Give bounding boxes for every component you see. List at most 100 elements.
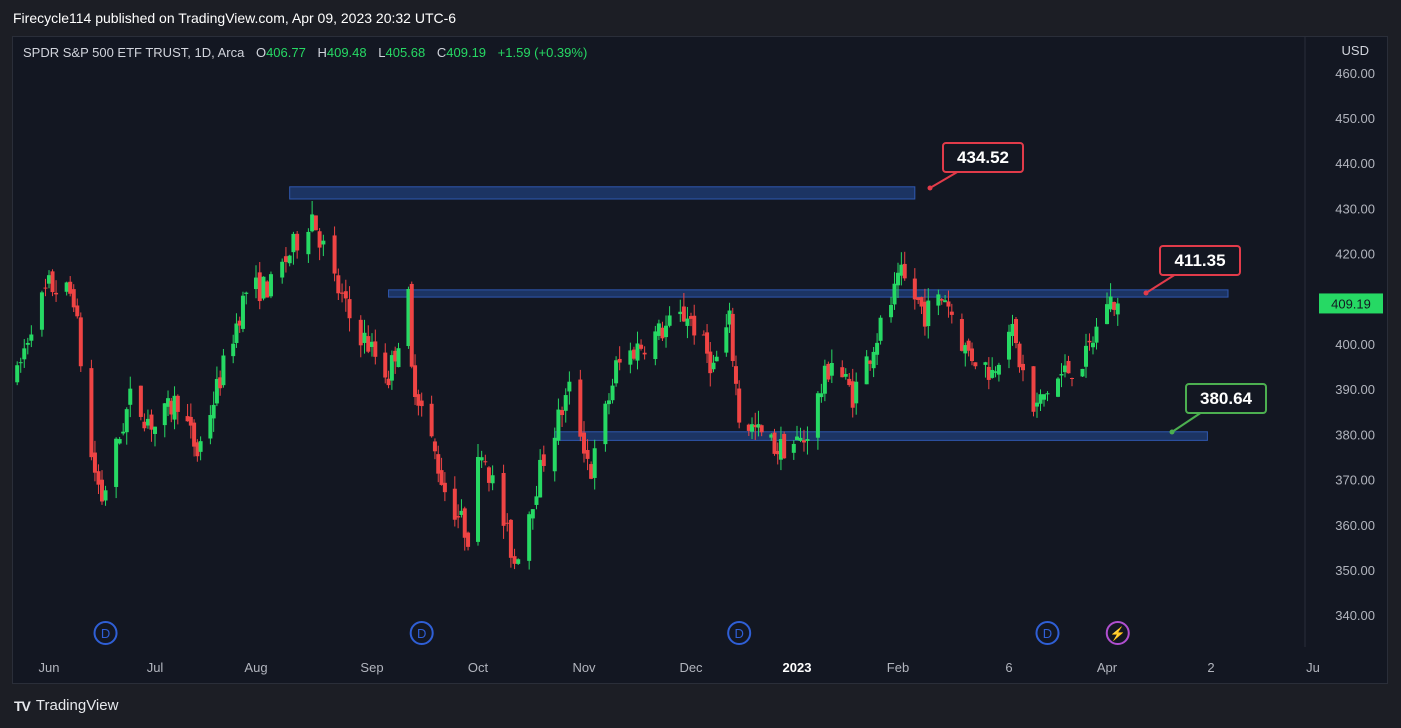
candle-body [313, 215, 318, 231]
candle-body [639, 344, 644, 349]
candle-body [257, 272, 262, 302]
y-tick-label: 390.00 [1335, 382, 1375, 397]
currency-label[interactable]: USD [1341, 43, 1369, 58]
candle-body [121, 431, 126, 434]
candle-body [801, 440, 806, 443]
candle-body [393, 350, 398, 362]
symbol-legend: SPDR S&P 500 ETF TRUST, 1D, Arca O406.77… [23, 45, 587, 60]
candle-body [149, 414, 154, 430]
candle-body [819, 393, 824, 398]
candle-body [406, 289, 411, 347]
candle-body [340, 292, 345, 294]
dividend-marker[interactable] [93, 621, 118, 645]
candle-body [1035, 402, 1039, 407]
chart-pane[interactable]: SPDR S&P 500 ETF TRUST, 1D, Arca O406.77… [12, 36, 1388, 684]
candle-body [1014, 319, 1018, 344]
y-tick-label: 350.00 [1335, 563, 1375, 578]
candle-body [692, 315, 697, 336]
candle-body [759, 425, 764, 433]
x-tick-label: 6 [1005, 660, 1012, 675]
candle-body [585, 450, 590, 459]
x-tick-label: Oct [468, 660, 489, 675]
earnings-marker-label: ⚡ [1110, 626, 1126, 642]
candle-body [321, 240, 326, 245]
candle-body [946, 301, 951, 307]
y-tick-label: 380.00 [1335, 427, 1375, 442]
candle-body [990, 369, 995, 378]
symbol-title[interactable]: SPDR S&P 500 ETF TRUST, 1D, Arca [23, 45, 245, 60]
candle-body [822, 365, 827, 394]
candle-body [724, 327, 729, 353]
candle-body [389, 355, 394, 381]
candle-body [603, 403, 608, 445]
candle-body [563, 395, 568, 411]
candle-body [534, 496, 539, 505]
candle-body [1056, 378, 1060, 397]
candle-body [416, 394, 421, 406]
candle-body [685, 318, 690, 326]
low-label: L [378, 45, 386, 60]
candle-body [1059, 374, 1064, 376]
candle-body [949, 311, 954, 315]
candle-body [466, 532, 471, 547]
callout-anchor [1169, 429, 1175, 435]
dividend-marker-label: D [734, 626, 743, 641]
candle-body [656, 323, 661, 336]
candle-body [75, 305, 80, 317]
candle-body [175, 395, 180, 412]
candle-body [15, 365, 20, 383]
candle-body [71, 289, 76, 308]
candle-body [727, 310, 732, 325]
candle-body [560, 410, 565, 416]
candle-body [899, 264, 904, 276]
candle-body [358, 319, 363, 346]
candle-body [383, 352, 388, 378]
dividend-marker[interactable] [1035, 621, 1060, 645]
candle-body [902, 263, 907, 279]
candle-body [733, 366, 738, 384]
candle-body [505, 522, 510, 524]
candle-body [429, 403, 434, 437]
candle-body [439, 470, 444, 485]
support-callout-380-label: 380.64 [1200, 389, 1253, 408]
candle-body [815, 393, 820, 438]
earnings-marker[interactable] [1105, 621, 1130, 645]
candle-body [240, 295, 245, 329]
candle-body [541, 454, 546, 466]
y-tick-label: 450.00 [1335, 111, 1375, 126]
x-tick-label: Aug [244, 660, 267, 675]
candle-body [1031, 366, 1036, 412]
candle-body [1084, 345, 1088, 367]
candle-body [1094, 326, 1099, 343]
candle-body [218, 377, 223, 389]
x-tick-label: Jun [39, 660, 60, 675]
candle-body [660, 327, 665, 339]
price-chart[interactable]: 460.00450.00440.00430.00420.00410.00400.… [13, 37, 1387, 683]
candle-body [701, 334, 706, 336]
candle-body [169, 400, 174, 415]
candle-body [631, 349, 636, 359]
callout-pointer [929, 170, 960, 189]
candle-body [287, 255, 292, 264]
candle-body [231, 343, 236, 357]
candle-body [476, 457, 480, 542]
candle-body [926, 300, 931, 327]
candle-body [185, 416, 190, 422]
candle-body [912, 278, 917, 300]
candle-body [138, 385, 143, 417]
candle-body [916, 297, 921, 300]
candle-body [552, 437, 557, 472]
dividend-marker-label: D [101, 626, 110, 641]
candle-body [483, 461, 488, 463]
candle-body [782, 433, 787, 459]
candle-body [582, 432, 586, 454]
candle-body [753, 424, 758, 428]
candle-body [347, 299, 352, 319]
candle-body [750, 424, 755, 432]
candle-body [840, 367, 845, 378]
candle-body [516, 559, 521, 564]
candle-body [283, 256, 288, 263]
dividend-marker[interactable] [409, 621, 434, 645]
dividend-marker[interactable] [727, 621, 752, 645]
candle-body [370, 341, 374, 347]
